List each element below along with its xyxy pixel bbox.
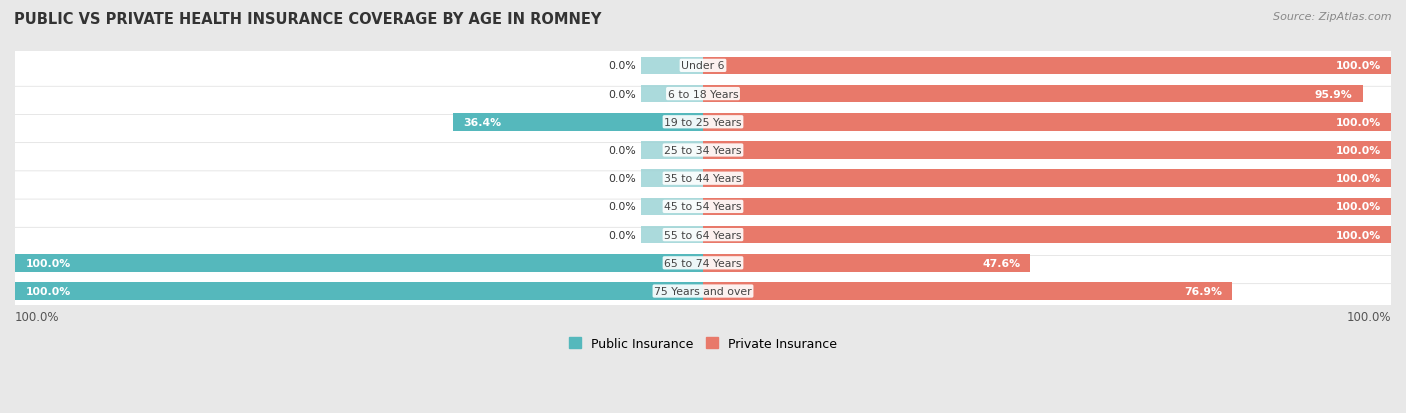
FancyBboxPatch shape <box>13 271 1393 312</box>
Bar <box>703 254 1031 272</box>
Text: 100.0%: 100.0% <box>1336 117 1381 128</box>
Bar <box>641 57 703 75</box>
Text: 45 to 54 Years: 45 to 54 Years <box>664 202 742 212</box>
Text: 65 to 74 Years: 65 to 74 Years <box>664 258 742 268</box>
Text: 6 to 18 Years: 6 to 18 Years <box>668 89 738 100</box>
Text: 19 to 25 Years: 19 to 25 Years <box>664 117 742 128</box>
Bar <box>703 85 1362 103</box>
FancyBboxPatch shape <box>13 186 1393 228</box>
Bar <box>15 282 703 300</box>
FancyBboxPatch shape <box>13 45 1393 87</box>
Text: 76.9%: 76.9% <box>1184 286 1222 296</box>
FancyBboxPatch shape <box>13 102 1393 143</box>
Text: 95.9%: 95.9% <box>1315 89 1353 100</box>
Bar <box>641 142 703 159</box>
Bar <box>15 254 703 272</box>
Bar <box>453 114 703 131</box>
Text: 36.4%: 36.4% <box>463 117 501 128</box>
Text: 100.0%: 100.0% <box>1336 174 1381 184</box>
Bar <box>703 57 1391 75</box>
Text: PUBLIC VS PRIVATE HEALTH INSURANCE COVERAGE BY AGE IN ROMNEY: PUBLIC VS PRIVATE HEALTH INSURANCE COVER… <box>14 12 602 27</box>
Bar <box>641 198 703 216</box>
Bar <box>703 226 1391 244</box>
Bar <box>703 142 1391 159</box>
FancyBboxPatch shape <box>13 214 1393 256</box>
Text: 100.0%: 100.0% <box>25 286 70 296</box>
Text: 0.0%: 0.0% <box>607 202 636 212</box>
Bar <box>703 114 1391 131</box>
Text: 100.0%: 100.0% <box>15 311 59 323</box>
Text: Source: ZipAtlas.com: Source: ZipAtlas.com <box>1274 12 1392 22</box>
Text: 100.0%: 100.0% <box>1336 230 1381 240</box>
Text: 0.0%: 0.0% <box>607 61 636 71</box>
Bar <box>703 282 1232 300</box>
FancyBboxPatch shape <box>13 74 1393 115</box>
Text: 100.0%: 100.0% <box>1347 311 1391 323</box>
Bar <box>641 170 703 188</box>
Text: 47.6%: 47.6% <box>981 258 1021 268</box>
Text: 35 to 44 Years: 35 to 44 Years <box>664 174 742 184</box>
Bar <box>703 198 1391 216</box>
Text: 0.0%: 0.0% <box>607 230 636 240</box>
Text: 100.0%: 100.0% <box>1336 202 1381 212</box>
Text: 25 to 34 Years: 25 to 34 Years <box>664 146 742 156</box>
FancyBboxPatch shape <box>13 130 1393 171</box>
FancyBboxPatch shape <box>13 242 1393 284</box>
Text: 55 to 64 Years: 55 to 64 Years <box>664 230 742 240</box>
Text: 100.0%: 100.0% <box>25 258 70 268</box>
Text: 100.0%: 100.0% <box>1336 61 1381 71</box>
Text: Under 6: Under 6 <box>682 61 724 71</box>
Text: 0.0%: 0.0% <box>607 174 636 184</box>
Text: 100.0%: 100.0% <box>1336 146 1381 156</box>
Bar <box>641 85 703 103</box>
Bar <box>641 226 703 244</box>
Text: 0.0%: 0.0% <box>607 89 636 100</box>
Bar <box>703 170 1391 188</box>
FancyBboxPatch shape <box>13 158 1393 199</box>
Legend: Public Insurance, Private Insurance: Public Insurance, Private Insurance <box>564 332 842 355</box>
Text: 0.0%: 0.0% <box>607 146 636 156</box>
Text: 75 Years and over: 75 Years and over <box>654 286 752 296</box>
